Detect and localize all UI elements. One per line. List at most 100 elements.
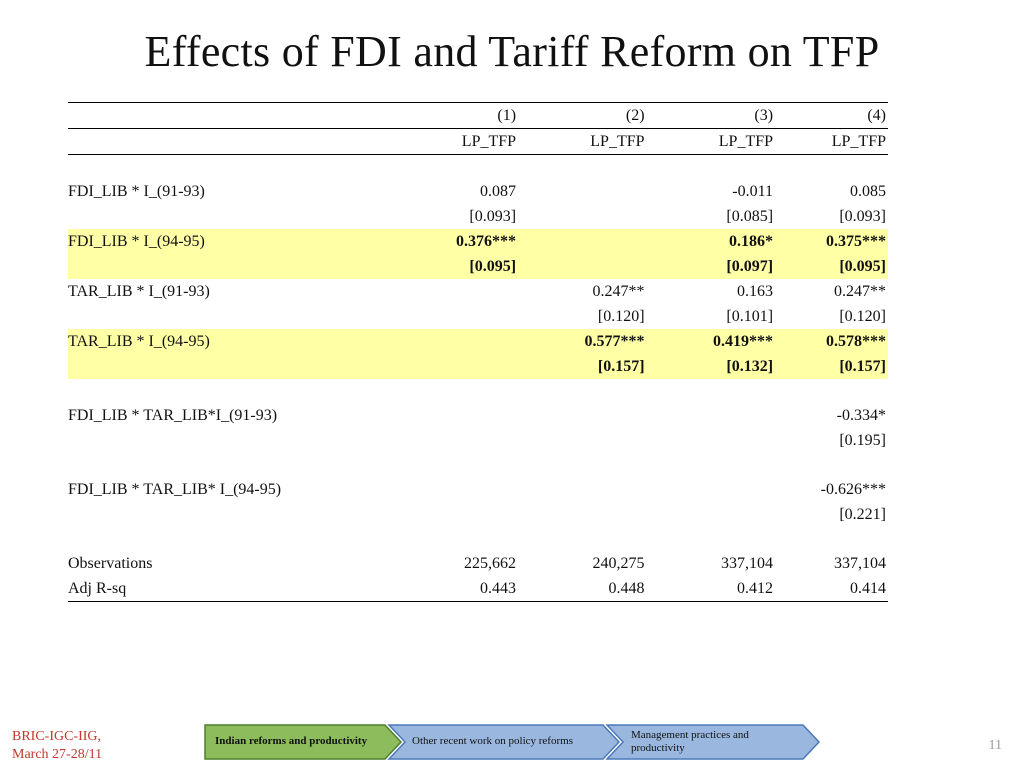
table-row: FDI_LIB * TAR_LIB*I_(91-93) -0.334* <box>68 403 888 428</box>
cell <box>518 428 646 453</box>
cell <box>647 477 775 502</box>
cell <box>518 502 646 527</box>
col-number-2: (2) <box>518 102 647 129</box>
nav-chevrons <box>204 724 821 760</box>
row-label <box>68 204 407 229</box>
cell: 240,275 <box>592 555 645 572</box>
cell: 0.186* <box>646 229 776 254</box>
table-row: [0.221] <box>68 502 888 527</box>
cell: [0.157] <box>518 354 647 379</box>
cell: 0.085 <box>850 183 886 200</box>
cell <box>407 304 518 329</box>
cell: 337,104 <box>721 555 774 572</box>
row-label: FDI_LIB * I_(94-95) <box>68 229 408 254</box>
cell <box>407 279 518 304</box>
cell: [0.093] <box>469 208 517 225</box>
page-number: 11 <box>988 738 1002 753</box>
cell <box>407 403 518 428</box>
section-navigation: Indian reforms and productivity Other re… <box>203 722 823 762</box>
table-row-highlighted: FDI_LIB * I_(94-95) 0.376*** 0.186* 0.37… <box>68 229 888 254</box>
row-label: Observations <box>68 555 153 572</box>
row-label <box>68 428 407 453</box>
dep-var-4: LP_TFP <box>775 128 888 155</box>
cell: [0.120] <box>839 308 886 325</box>
spacer-row <box>68 453 888 477</box>
row-label: FDI_LIB * TAR_LIB* I_(94-95) <box>68 481 282 498</box>
footer-event-line2: March 27-28/11 <box>12 747 103 762</box>
cell: 0.163 <box>737 283 774 300</box>
nav-chevron-1 <box>204 724 403 760</box>
cell: 0.376*** <box>407 229 519 254</box>
dep-var-2: LP_TFP <box>518 128 647 155</box>
cell: -0.334* <box>836 407 886 424</box>
table-row: TAR_LIB * I_(91-93) 0.247** 0.163 0.247*… <box>68 279 888 304</box>
cell: [0.095] <box>775 254 888 279</box>
table-row: Observations 225,662 240,275 337,104 337… <box>68 551 888 576</box>
cell <box>518 204 646 229</box>
cell <box>518 254 647 279</box>
table-depvar-row: LP_TFP LP_TFP LP_TFP LP_TFP <box>68 128 888 155</box>
row-label <box>68 304 407 329</box>
cell <box>518 403 646 428</box>
table-row-highlighted: [0.095] [0.097] [0.095] <box>68 254 888 279</box>
spacer-row <box>68 527 888 551</box>
table-row-highlighted: [0.157] [0.132] [0.157] <box>68 354 888 379</box>
footer-event-line1: BRIC-IGC-IIG, <box>12 729 102 744</box>
cell: 0.247** <box>592 283 645 300</box>
table-row: Adj R-sq 0.443 0.448 0.412 0.414 <box>68 576 888 602</box>
row-label <box>68 502 407 527</box>
slide-title: Effects of FDI and Tariff Reform on TFP <box>144 27 880 76</box>
row-label <box>68 354 408 379</box>
table-row: [0.120] [0.101] [0.120] <box>68 304 888 329</box>
cell <box>647 403 775 428</box>
table-row: [0.093] [0.085] [0.093] <box>68 204 888 229</box>
row-label: FDI_LIB * TAR_LIB*I_(91-93) <box>68 407 278 424</box>
cell: [0.097] <box>646 254 776 279</box>
cell: 0.247** <box>834 283 886 300</box>
cell <box>518 229 647 254</box>
cell <box>647 428 775 453</box>
table-row: [0.195] <box>68 428 888 453</box>
cell: -0.011 <box>732 183 774 200</box>
table-row-highlighted: TAR_LIB * I_(94-95) 0.577*** 0.419*** 0.… <box>68 329 888 354</box>
cell: -0.626*** <box>820 481 886 498</box>
cell: [0.157] <box>775 354 888 379</box>
col-number-1: (1) <box>407 102 519 129</box>
spacer-row <box>68 379 888 403</box>
cell <box>407 502 518 527</box>
nav-item-management[interactable]: Management practices and productivity <box>631 729 749 754</box>
nav-chevron-3 <box>605 724 821 760</box>
table-header-blank <box>68 102 408 129</box>
table-header-row: (1) (2) (3) (4) <box>68 102 888 129</box>
cell: [0.120] <box>597 308 645 325</box>
cell: 0.414 <box>775 576 888 602</box>
cell <box>407 477 518 502</box>
cell <box>407 428 518 453</box>
regression-table: (1) (2) (3) (4) LP_TFP LP_TFP LP_TFP LP_… <box>68 102 888 602</box>
cell <box>407 354 519 379</box>
cell: [0.095] <box>407 254 519 279</box>
cell: 0.577*** <box>518 329 647 354</box>
table-row: FDI_LIB * TAR_LIB* I_(94-95) -0.626*** <box>68 477 888 502</box>
nav-item-indian-reforms[interactable]: Indian reforms and productivity <box>215 735 368 747</box>
col-number-3: (3) <box>646 102 776 129</box>
cell: [0.221] <box>839 506 886 523</box>
spacer-row <box>68 155 888 180</box>
cell: 0.578*** <box>775 329 888 354</box>
row-label: FDI_LIB * I_(91-93) <box>68 183 205 200</box>
footer-event: BRIC-IGC-IIG, March 27-28/11 <box>12 728 102 764</box>
nav-chevron-2 <box>387 724 621 760</box>
col-number-4: (4) <box>775 102 888 129</box>
dep-var-1: LP_TFP <box>407 128 519 155</box>
dep-var-3: LP_TFP <box>646 128 776 155</box>
nav-item-other-work[interactable]: Other recent work on policy reforms <box>412 735 573 747</box>
cell: 0.412 <box>646 576 776 602</box>
cell <box>518 477 646 502</box>
row-label <box>68 254 408 279</box>
cell: [0.101] <box>726 308 774 325</box>
cell <box>407 329 519 354</box>
cell: 0.375*** <box>775 229 888 254</box>
cell <box>647 502 775 527</box>
cell: [0.132] <box>646 354 776 379</box>
cell: [0.093] <box>839 208 886 225</box>
